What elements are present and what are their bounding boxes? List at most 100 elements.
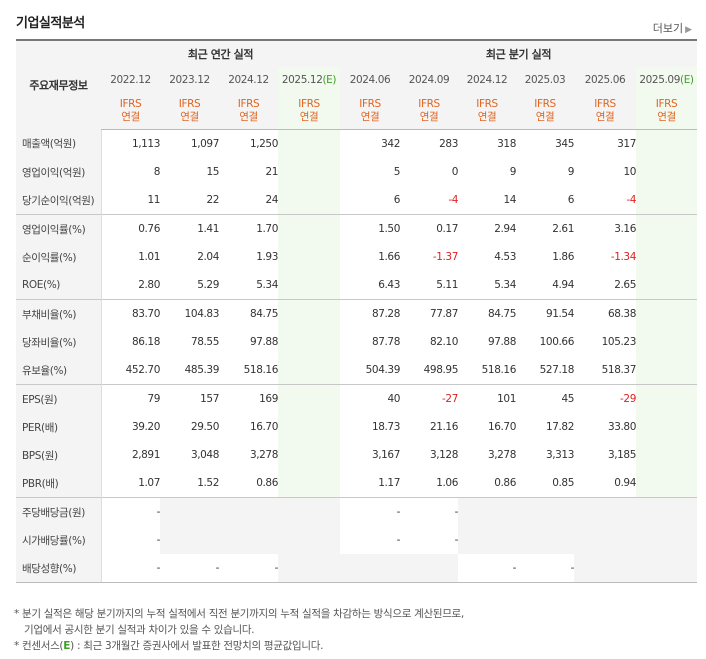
table-row: 배당성향(%) - - - - - xyxy=(16,554,698,583)
value-cell xyxy=(636,384,698,413)
row-label: 유보율(%) xyxy=(16,356,102,385)
value-cell: 2,891 xyxy=(131,449,160,461)
value-cell: 345 xyxy=(555,138,574,150)
period-label: 2024.12 xyxy=(228,74,269,86)
value-cell: 0.17 xyxy=(400,214,458,243)
value-cell: 29.50 xyxy=(190,421,219,433)
value-cell: 498.95 xyxy=(423,364,459,376)
value-cell xyxy=(278,413,340,441)
more-label: 더보기 xyxy=(652,22,684,35)
row-label: ROE(%) xyxy=(16,271,102,300)
basis-header: IFRS 연결 xyxy=(278,93,340,130)
empty-cell xyxy=(219,497,278,526)
value-cell: 2.04 xyxy=(197,251,219,263)
value-cell: - xyxy=(156,534,161,546)
empty-cell xyxy=(340,554,400,583)
row-label: PBR(배) xyxy=(16,469,102,498)
annual-group-header: 최근 연간 실적 xyxy=(101,39,340,67)
row-label: 부채비율(%) xyxy=(16,299,102,328)
basis-header: IFRS 연결 xyxy=(400,93,458,130)
estimate-mark: (E) xyxy=(322,74,337,86)
basis-consolidated: 연결 xyxy=(299,111,319,123)
value-cell: - xyxy=(101,554,160,583)
value-cell: - xyxy=(396,534,401,546)
basis-header: IFRS 연결 xyxy=(636,93,698,130)
value-cell xyxy=(636,328,698,356)
basis-ifrs: IFRS xyxy=(418,98,440,110)
more-link[interactable]: 더보기 ▶ xyxy=(653,20,692,36)
value-cell: - xyxy=(400,497,458,526)
value-cell: 83.70 xyxy=(101,299,160,328)
basis-consolidated: 연결 xyxy=(535,111,555,123)
quarter-group-header: 최근 분기 실적 xyxy=(340,39,698,67)
empty-cell xyxy=(574,526,636,554)
value-cell: 3,048 xyxy=(190,449,219,461)
period-label: 2024.09 xyxy=(408,74,450,86)
value-cell: 0.94 xyxy=(614,477,636,489)
value-cell: 2.65 xyxy=(614,279,636,291)
value-cell: 3,278 xyxy=(249,449,278,461)
value-cell xyxy=(278,328,340,356)
quarter-period-header: 2024.06 xyxy=(340,67,400,93)
value-cell xyxy=(636,243,698,271)
value-cell: 1.50 xyxy=(340,214,400,243)
value-cell xyxy=(278,469,340,498)
value-cell: 97.88 xyxy=(249,336,278,348)
period-label: 2023.12 xyxy=(169,74,210,86)
value-cell: -4 xyxy=(448,194,458,206)
value-cell xyxy=(278,214,340,243)
value-cell: 6 xyxy=(393,194,401,206)
value-cell: 1.93 xyxy=(256,251,278,263)
value-cell: 87.28 xyxy=(340,299,400,328)
value-cell: 1,113 xyxy=(131,138,160,150)
basis-consolidated: 연결 xyxy=(239,111,258,123)
value-cell xyxy=(278,129,340,158)
empty-cell xyxy=(278,497,340,526)
basis-ifrs: IFRS xyxy=(476,98,498,110)
value-cell: 4.94 xyxy=(552,279,574,291)
value-cell xyxy=(278,271,340,300)
section-title: 기업실적분석 xyxy=(16,16,85,31)
row-label: 영업이익(억원) xyxy=(16,158,102,186)
value-cell: - xyxy=(219,554,278,583)
basis-ifrs: IFRS xyxy=(237,98,260,110)
table-row: BPS(원) 2,891 3,048 3,278 3,167 3,128 3,278 3,31… xyxy=(16,441,698,469)
table-row: 유보율(%) 452.70 485.39 518.16 504.39 498.95 518.… xyxy=(16,356,698,385)
basis-header: IFRS 연결 xyxy=(219,93,278,130)
value-cell xyxy=(278,356,340,385)
value-cell: 1.07 xyxy=(138,477,160,489)
value-cell: 15 xyxy=(206,166,219,178)
value-cell: 2.61 xyxy=(516,214,574,243)
value-cell: 68.38 xyxy=(574,299,636,328)
value-cell: 3,313 xyxy=(545,449,574,461)
period-label: 2024.12 xyxy=(466,74,508,86)
value-cell: 5.34 xyxy=(494,279,516,291)
value-cell: - xyxy=(458,554,516,583)
value-cell: 45 xyxy=(516,384,574,413)
footnote-2: * 컨센서스(E) : 최근 3개월간 증권사에서 발표한 전망치의 평균값입니… xyxy=(14,638,464,654)
value-cell: 84.75 xyxy=(219,299,278,328)
quarter-period-header: 2024.12 xyxy=(458,67,516,93)
value-cell: 157 xyxy=(160,384,219,413)
empty-cell xyxy=(458,526,516,554)
table-row: 순이익률(%) 1.01 2.04 1.93 1.66 -1.37 4.53 1.86 -1.3… xyxy=(16,243,698,271)
header-row-groups: 주요재무정보 최근 연간 실적 최근 분기 실적 xyxy=(16,39,698,130)
value-cell: 0 xyxy=(451,166,459,178)
table-row: 부채비율(%) 83.70 104.83 84.75 87.28 77.87 84.75 91… xyxy=(16,299,698,328)
financial-table: 주요재무정보 최근 연간 실적 최근 분기 실적 2022.12 2023.12 2024… xyxy=(16,39,698,583)
value-cell xyxy=(278,441,340,469)
value-cell xyxy=(636,469,698,498)
value-cell: -1.34 xyxy=(610,251,637,263)
value-cell: 1.17 xyxy=(378,477,400,489)
empty-cell xyxy=(160,497,219,526)
value-cell: 317 xyxy=(617,138,636,150)
annual-period-header: 2024.12 xyxy=(219,67,278,93)
value-cell: 5.11 xyxy=(436,279,458,291)
value-cell: 3,278 xyxy=(487,449,516,461)
value-cell: 318 xyxy=(497,138,516,150)
value-cell: 84.75 xyxy=(458,299,516,328)
value-cell xyxy=(278,384,340,413)
basis-header: IFRS 연결 xyxy=(340,93,400,130)
value-cell: 1.41 xyxy=(160,214,219,243)
row-label: PER(배) xyxy=(16,413,102,441)
